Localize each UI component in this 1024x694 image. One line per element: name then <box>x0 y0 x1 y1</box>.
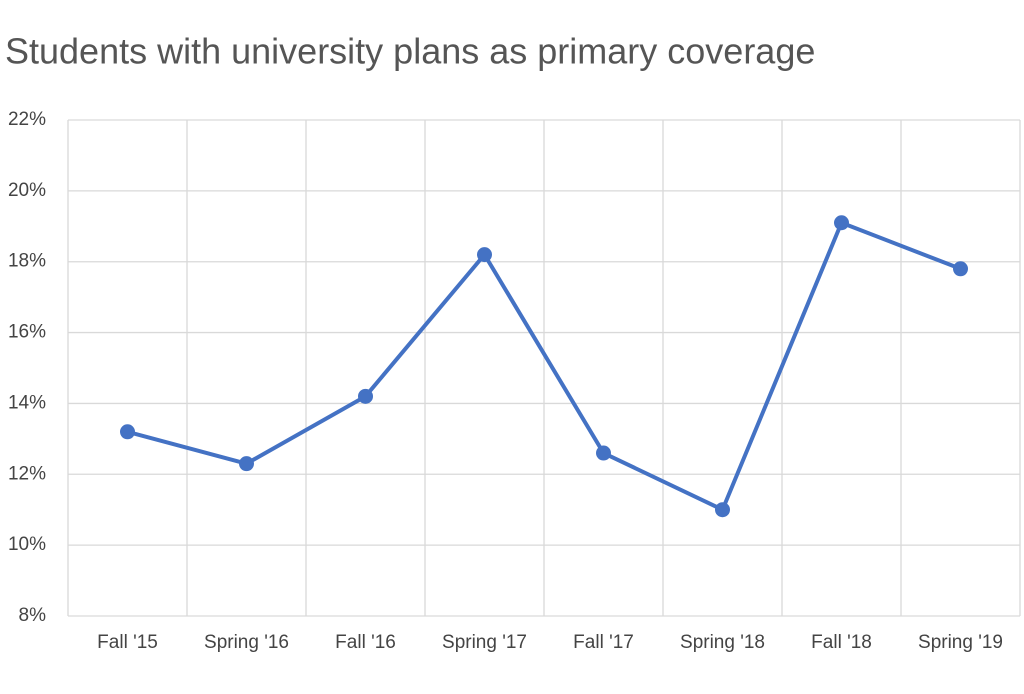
x-tick-label: Fall '15 <box>97 632 158 653</box>
x-tick-label: Spring '16 <box>204 632 289 653</box>
y-tick-label: 10% <box>8 534 46 555</box>
data-point <box>358 388 373 404</box>
y-tick-label: 16% <box>8 322 46 343</box>
data-point <box>477 247 492 263</box>
data-point <box>596 445 611 461</box>
data-point <box>834 215 849 231</box>
x-tick-label: Fall '16 <box>335 632 396 653</box>
chart-title: Students with university plans as primar… <box>5 31 815 72</box>
y-tick-label: 18% <box>8 251 46 272</box>
y-tick-label: 22% <box>8 109 46 130</box>
x-tick-label: Spring '19 <box>918 632 1003 653</box>
data-point <box>953 261 968 277</box>
y-tick-label: 14% <box>8 392 46 413</box>
y-tick-label: 8% <box>19 605 47 626</box>
data-point <box>120 424 135 440</box>
y-tick-label: 20% <box>8 180 46 201</box>
x-tick-label: Spring '17 <box>442 632 527 653</box>
x-tick-label: Fall '17 <box>573 632 634 653</box>
data-line <box>126 220 962 512</box>
x-tick-label: Fall '18 <box>811 632 872 653</box>
data-point <box>239 456 254 472</box>
y-tick-label: 12% <box>8 463 46 484</box>
x-tick-label: Spring '18 <box>680 632 765 653</box>
data-point <box>715 502 730 518</box>
